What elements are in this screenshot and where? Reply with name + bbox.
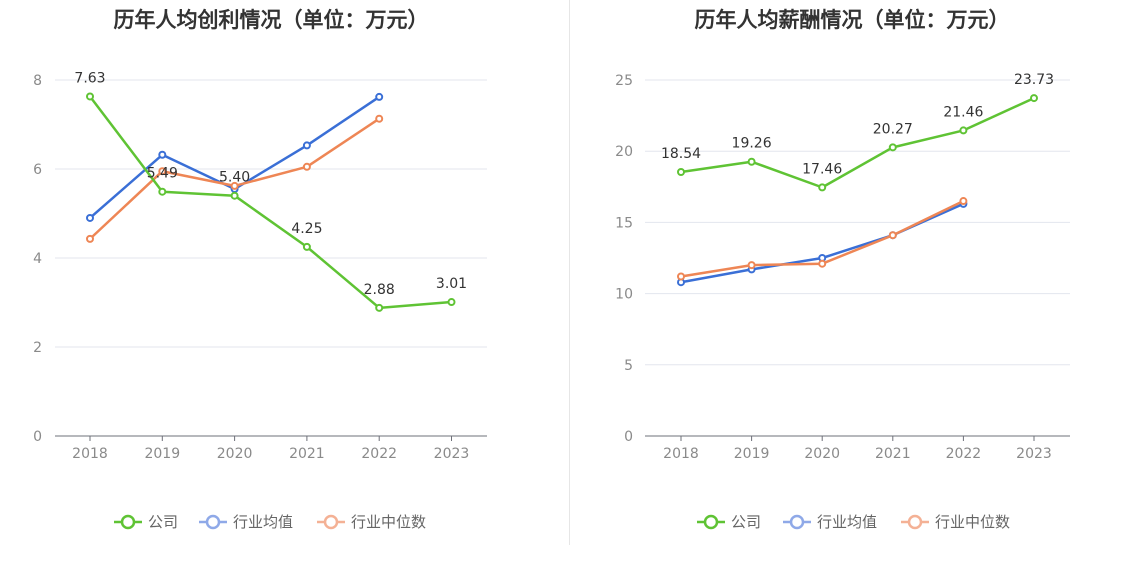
legend-label-company: 公司 bbox=[148, 513, 178, 531]
data-label: 7.63 bbox=[74, 70, 105, 86]
data-point-industry-median bbox=[959, 197, 968, 206]
legend-marker-company bbox=[703, 514, 719, 530]
data-point-industry-median bbox=[888, 231, 897, 240]
salary-chart-panel: 历年人均薪酬情况（单位：万元） 0 5 10 15 20 25 2018 2019 2020 202… bbox=[567, 0, 1134, 582]
data-label: 20.27 bbox=[873, 121, 913, 137]
data-label: 5.40 bbox=[219, 170, 250, 186]
legend-label-company: 公司 bbox=[731, 513, 761, 531]
x-tick-label: 2023 bbox=[1016, 446, 1052, 462]
x-tick-label: 2022 bbox=[361, 446, 397, 462]
data-label: 4.25 bbox=[291, 221, 322, 237]
y-tick-label: 4 bbox=[33, 251, 42, 267]
data-point-industry-median bbox=[230, 181, 239, 190]
data-point-industry-median bbox=[747, 261, 756, 270]
x-tick-label: 2018 bbox=[663, 446, 699, 462]
x-tick-label: 2023 bbox=[434, 446, 470, 462]
data-point-industry-mean bbox=[375, 92, 384, 101]
legend-marker-industry-median bbox=[907, 514, 923, 530]
data-point-company bbox=[747, 157, 756, 166]
y-tick-label: 6 bbox=[33, 162, 42, 178]
x-tick-label: 2020 bbox=[217, 446, 253, 462]
legend-marker-industry-median bbox=[323, 514, 339, 530]
data-label: 2.88 bbox=[364, 282, 395, 298]
data-point-industry-mean bbox=[86, 213, 94, 222]
data-label: 23.73 bbox=[1014, 72, 1054, 88]
legend-label-industry-mean: 行业均值 bbox=[233, 513, 293, 531]
y-tick-label: 15 bbox=[615, 215, 633, 231]
data-point-industry-mean bbox=[158, 150, 167, 159]
data-label: 18.54 bbox=[661, 146, 701, 162]
data-point-company bbox=[888, 143, 897, 152]
chart-title: 历年人均薪酬情况（单位：万元） bbox=[695, 8, 1010, 32]
legend-label-industry-mean: 行业均值 bbox=[817, 513, 877, 531]
y-tick-label: 0 bbox=[624, 429, 633, 445]
legend-marker-industry-mean bbox=[205, 514, 221, 530]
series-line-company bbox=[89, 95, 452, 310]
y-tick-label: 25 bbox=[615, 73, 633, 89]
chart-title: 历年人均创利情况（单位：万元） bbox=[114, 8, 429, 32]
x-tick-label: 2020 bbox=[804, 446, 840, 462]
data-point-industry-median bbox=[86, 234, 94, 243]
x-tick-label: 2019 bbox=[144, 446, 180, 462]
data-label: 17.46 bbox=[802, 161, 842, 177]
data-label: 5.49 bbox=[147, 166, 178, 182]
profit-chart: 历年人均创利情况（单位：万元） 0 2 4 6 8 2018 2019 2020 2021 2022… bbox=[33, 8, 487, 531]
y-tick-label: 2 bbox=[33, 340, 42, 356]
profit-chart-panel: 历年人均创利情况（单位：万元） 0 2 4 6 8 2018 2019 2020 2021 2022… bbox=[33, 8, 487, 531]
data-point-company bbox=[375, 303, 384, 312]
x-tick-label: 2021 bbox=[289, 446, 325, 462]
data-point-industry-median bbox=[818, 259, 827, 268]
series-line-company bbox=[680, 96, 1035, 189]
data-point-company bbox=[447, 298, 456, 307]
data-point-company bbox=[1030, 94, 1038, 103]
data-point-company bbox=[158, 187, 167, 196]
data-point-industry-median bbox=[302, 162, 311, 171]
data-point-company bbox=[818, 183, 827, 192]
legend-marker-company bbox=[120, 514, 136, 530]
data-point-company bbox=[302, 242, 311, 251]
x-tick-label: 2019 bbox=[734, 446, 770, 462]
salary-chart: 历年人均薪酬情况（单位：万元） 0 5 10 15 20 25 2018 2019 2020 202… bbox=[615, 8, 1070, 531]
legend-label-industry-median: 行业中位数 bbox=[351, 513, 426, 531]
data-label: 21.46 bbox=[943, 104, 983, 120]
y-tick-label: 0 bbox=[33, 429, 42, 445]
data-point-industry-median bbox=[158, 167, 167, 176]
x-tick-label: 2021 bbox=[875, 446, 911, 462]
data-point-company bbox=[959, 126, 968, 135]
data-point-company bbox=[86, 92, 94, 101]
y-tick-label: 8 bbox=[33, 73, 42, 89]
x-tick-label: 2018 bbox=[72, 446, 108, 462]
data-point-company bbox=[677, 167, 685, 176]
data-label: 3.01 bbox=[436, 276, 467, 292]
data-point-industry-median bbox=[677, 272, 685, 281]
y-tick-label: 5 bbox=[624, 358, 633, 374]
data-label: 19.26 bbox=[732, 136, 772, 152]
legend-marker-industry-mean bbox=[789, 514, 805, 530]
legend-label-industry-median: 行业中位数 bbox=[935, 513, 1010, 531]
data-point-company bbox=[230, 191, 239, 200]
y-tick-label: 20 bbox=[615, 144, 633, 160]
data-point-industry-mean bbox=[302, 141, 311, 150]
data-point-industry-median bbox=[375, 114, 384, 123]
panel-divider bbox=[569, 0, 570, 545]
x-tick-label: 2022 bbox=[946, 446, 982, 462]
y-tick-label: 10 bbox=[615, 287, 633, 303]
